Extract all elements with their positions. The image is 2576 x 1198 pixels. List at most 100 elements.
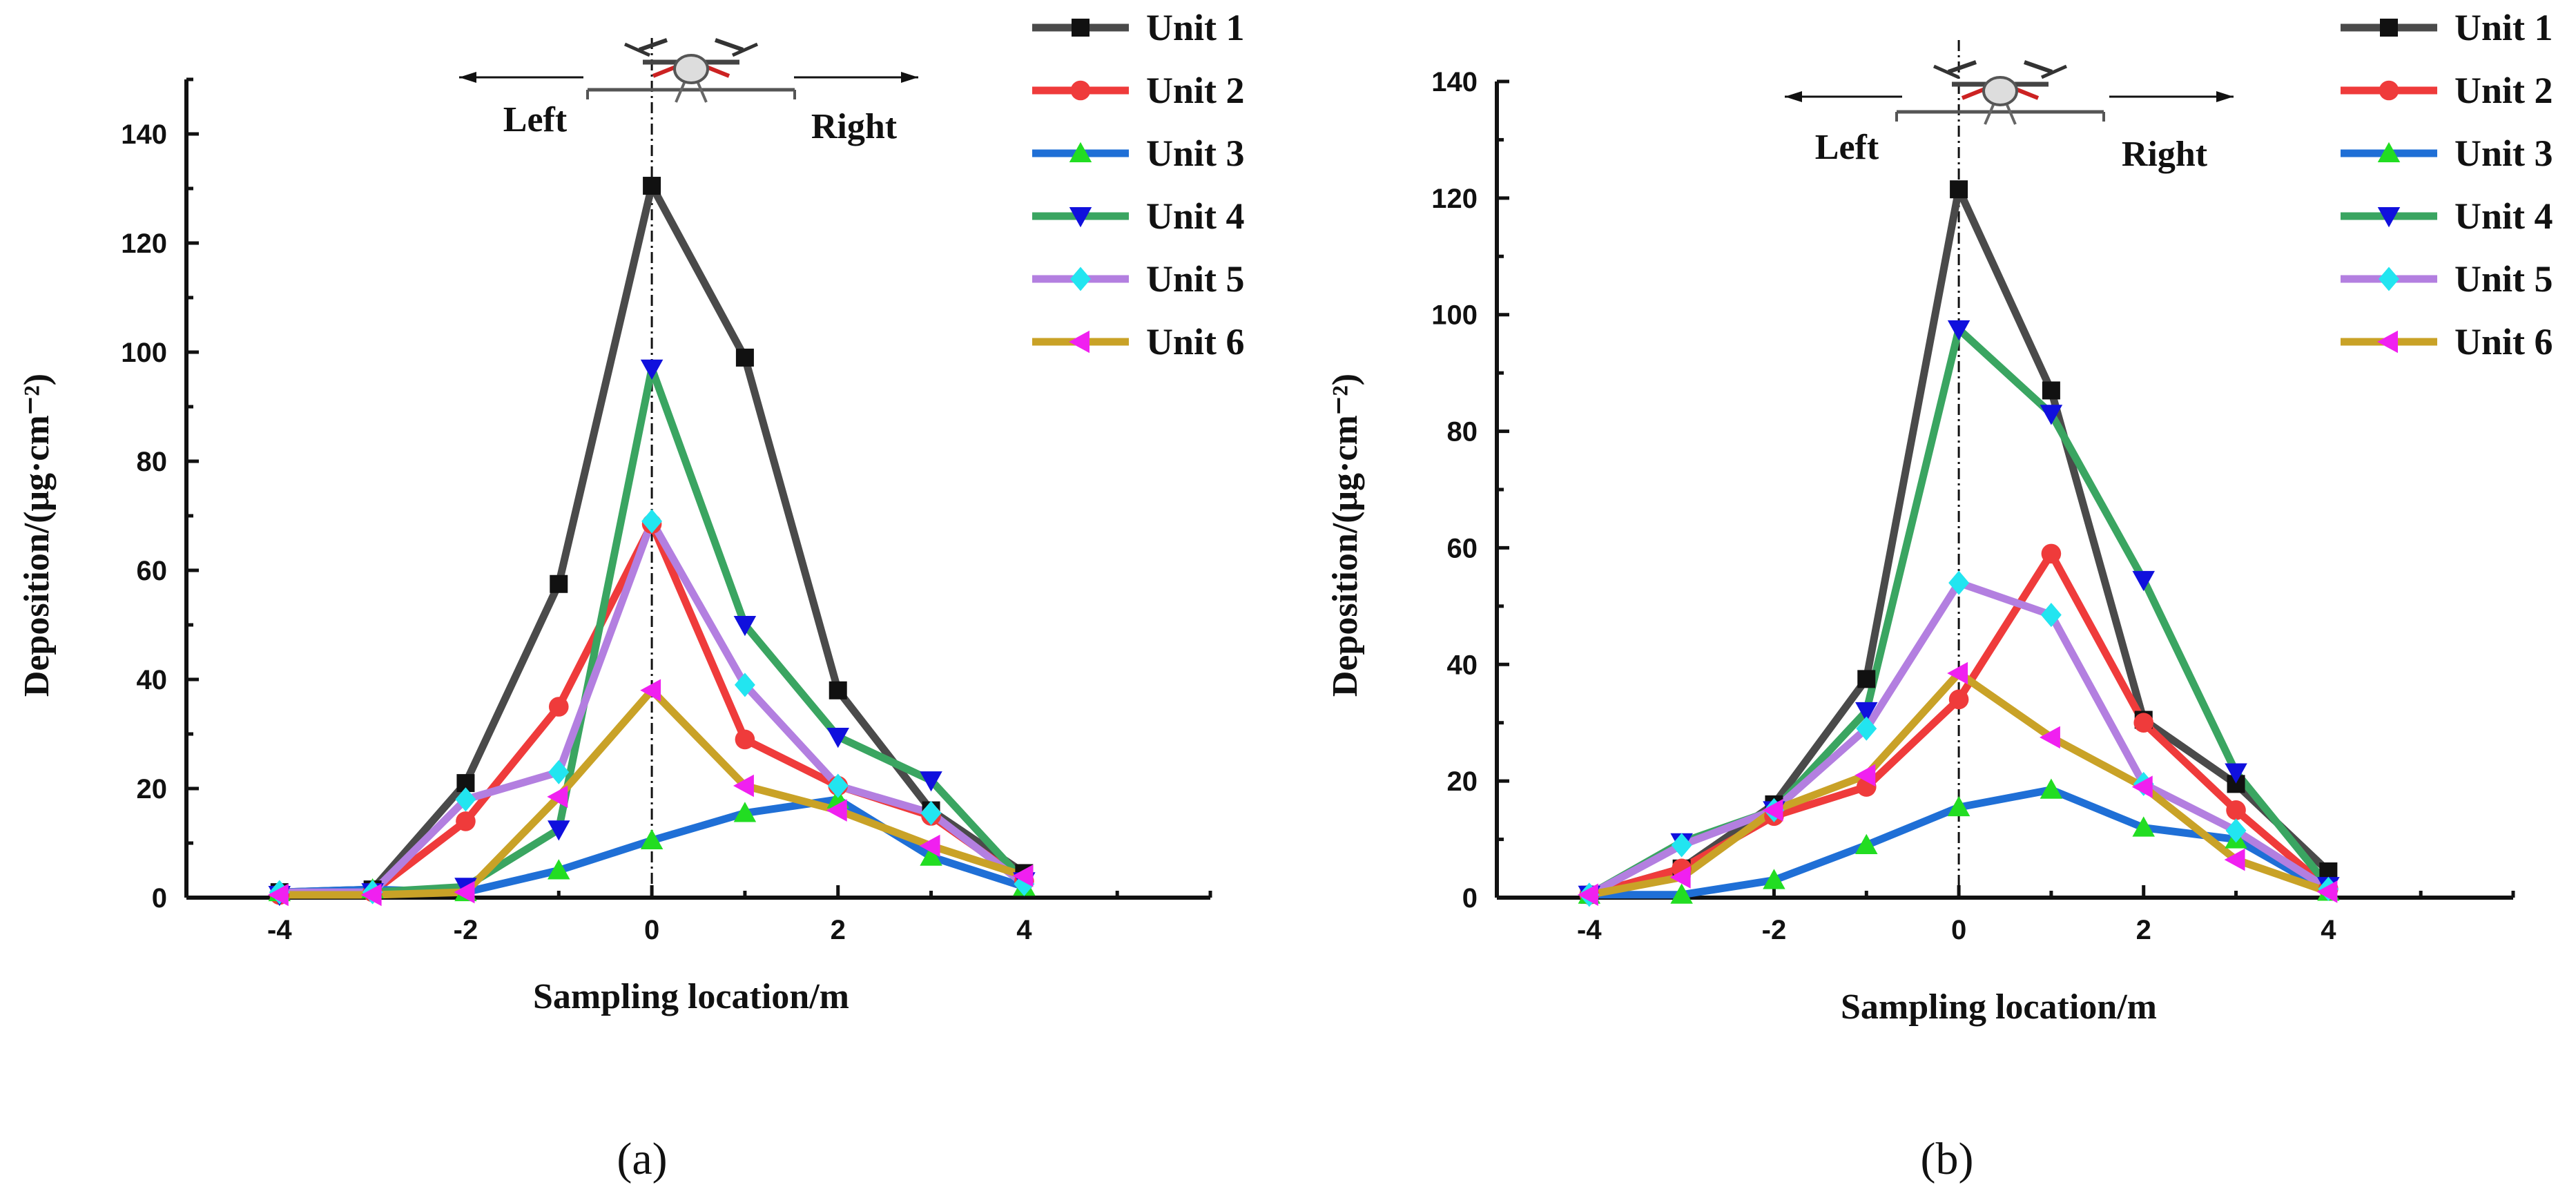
panel-a-y-tick-label: 100: [121, 338, 167, 368]
panel-b-y-tick-label: 0: [1462, 883, 1478, 914]
panel-a-right-text: Right: [811, 107, 898, 146]
panel-a-x-tick-label: -2: [454, 915, 478, 945]
panel-b-left-text: Left: [1815, 128, 1879, 167]
panel-b-left-arrowhead: [1785, 91, 1802, 102]
panel-a-data-point-unit-1: [735, 348, 754, 367]
panel-a-data-point-unit-5: [641, 509, 663, 534]
panel-a-axes: 0 20 40 60 80 100 120 140 -4 -2 0 2 4: [121, 38, 1212, 945]
panel-b-y-tick-label: 60: [1447, 533, 1478, 563]
panel-a-data-point-unit-4: [548, 820, 570, 841]
panel-a-y-tick-label: 40: [137, 665, 168, 695]
panel-b-data-point-unit-1: [1857, 670, 1876, 688]
panel-b-legend-item: Unit 1: [2341, 7, 2553, 48]
panel-a-right-arrowhead: [901, 72, 918, 83]
panel-b-x-tick-label: 2: [2136, 915, 2151, 945]
panel-a-x-tick-label: -4: [267, 915, 292, 945]
panel-b-legend-marker: [2377, 330, 2398, 354]
panel-b-legend-label: Unit 2: [2454, 70, 2553, 111]
panel-a-legend-label: Unit 2: [1146, 70, 1245, 111]
panel-a-x-tick-label: 4: [1016, 915, 1032, 945]
panel-a-legend-item: Unit 3: [1032, 133, 1245, 174]
panel-b-legend-label: Unit 1: [2454, 7, 2553, 48]
panel-b-x-tick-label: 4: [2321, 915, 2336, 945]
panel-b-legend: Unit 1 Unit 2 Unit 3 Unit 4 Unit 5 Unit 6: [2341, 7, 2553, 363]
panel-b-data-point-unit-6: [2040, 726, 2060, 749]
panel-a-data-point-unit-6: [360, 883, 382, 907]
panel-b-legend-item: Unit 5: [2341, 258, 2553, 300]
chart-panel-a: 0 20 40 60 80 100 120 140 -4 -2 0 2 4 Deposition/(μg…: [17, 7, 1245, 1184]
panel-b-ylabel: Deposition/(μg·cm⁻²): [1326, 374, 1365, 697]
panel-b-axes: 0 20 40 60 80 100 120 140 -4 -2 0 2 4: [1431, 40, 2515, 945]
panel-b-ylabel-text: Deposition/(μg·cm⁻²): [1326, 374, 1365, 697]
panel-b-data-point-unit-2: [2226, 800, 2246, 820]
panel-a-legend-label: Unit 4: [1146, 195, 1245, 237]
panel-b-legend-marker: [2379, 267, 2399, 291]
panel-b-legend-label: Unit 3: [2454, 133, 2553, 174]
panel-b-drone-icon: [1897, 62, 2104, 124]
panel-a-x-tick-label: 2: [831, 915, 846, 945]
panel-a-left-arrowhead: [459, 72, 476, 83]
panel-b-y-tick-label: 80: [1447, 417, 1478, 447]
panel-b-x-tick-label: 0: [1951, 915, 1966, 945]
panel-b-data-point-unit-5: [1671, 833, 1692, 858]
panel-b-legend-label: Unit 4: [2454, 195, 2553, 237]
panel-a-legend: Unit 1 Unit 2 Unit 3 Unit 4 Unit 5 Unit 6: [1032, 7, 1245, 363]
panel-b-data-point-unit-5: [1856, 716, 1877, 741]
panel-b-data-point-unit-3: [1763, 869, 1785, 889]
panel-a-data-point-unit-6: [919, 834, 940, 858]
panel-b-data-point-unit-4: [1855, 702, 1878, 723]
panel-b-data-point-unit-3: [2040, 778, 2063, 799]
panel-a-legend-marker: [1069, 330, 1090, 354]
panel-a-legend-label: Unit 1: [1146, 7, 1245, 48]
panel-a-x-tick-label: 0: [644, 915, 659, 945]
panel-a-data-point-unit-4: [826, 727, 849, 748]
panel-b-legend-marker: [2377, 207, 2401, 228]
panel-b-x-tick-label: -2: [1762, 915, 1787, 945]
panel-a-legend-label: Unit 6: [1146, 321, 1245, 363]
panel-a-data-point-unit-6: [1012, 864, 1034, 887]
panel-a-data-point-unit-4: [920, 771, 942, 792]
panel-b-legend-item: Unit 4: [2341, 195, 2553, 237]
panel-a-data-point-unit-1: [829, 681, 847, 699]
panel-a-data-point-unit-2: [735, 729, 755, 750]
panel-b-data-point-unit-6: [1947, 661, 1968, 685]
panel-b-legend-item: Unit 2: [2341, 70, 2553, 111]
panel-b-y-tick-label: 20: [1447, 766, 1478, 797]
panel-a-label: (a): [617, 1134, 667, 1184]
panel-a-data-point-unit-5: [734, 673, 755, 697]
panel-a-data-point-unit-3: [920, 845, 942, 866]
panel-b-data-point-unit-6: [2224, 848, 2245, 871]
panel-b-data-point-unit-4: [2040, 405, 2063, 425]
panel-b-data-point-unit-1: [1950, 180, 1968, 199]
panel-a-data-point-unit-4: [733, 616, 757, 637]
panel-a-y-tick-label: 60: [137, 556, 168, 586]
panel-b-data-point-unit-2: [1948, 689, 1969, 710]
panel-a-data-point-unit-6: [826, 799, 847, 822]
panel-a-left-text: Left: [503, 100, 568, 139]
panel-a-data-point-unit-6: [454, 880, 475, 904]
panel-a-data-point-unit-1: [550, 574, 568, 593]
panel-b-plot-area: [1577, 180, 2340, 907]
panel-b-data-point-unit-6: [1577, 883, 1598, 907]
panel-a-legend-item: Unit 4: [1032, 195, 1245, 237]
panel-b-y-tick-label: 40: [1447, 650, 1478, 680]
panel-b-y-tick-label: 140: [1431, 67, 1478, 97]
panel-b-data-point-unit-3: [2132, 816, 2155, 837]
panel-b-data-point-unit-3: [1855, 833, 1878, 855]
panel-a-data-point-unit-5: [455, 787, 476, 812]
panel-b-data-point-unit-4: [1947, 320, 1970, 341]
panel-b-direction-annotation: Left Right: [1785, 62, 2234, 174]
panel-b-data-point-unit-6: [1854, 764, 1876, 786]
panel-b-y-tick-label: 120: [1431, 184, 1478, 214]
panel-a-y-tick-label: 20: [137, 774, 168, 804]
panel-a-data-point-unit-5: [548, 760, 570, 784]
panel-a-plot-area: [267, 177, 1036, 907]
panel-a-data-point-unit-3: [548, 859, 570, 880]
panel-a-data-point-unit-5: [827, 773, 849, 798]
panel-a-data-point-unit-2: [548, 697, 569, 717]
panel-b-data-point-unit-3: [1947, 795, 1970, 817]
panel-a-legend-item: Unit 2: [1032, 70, 1245, 111]
panel-b-data-point-unit-2: [2133, 713, 2154, 733]
panel-b-data-point-unit-6: [1669, 866, 1691, 889]
